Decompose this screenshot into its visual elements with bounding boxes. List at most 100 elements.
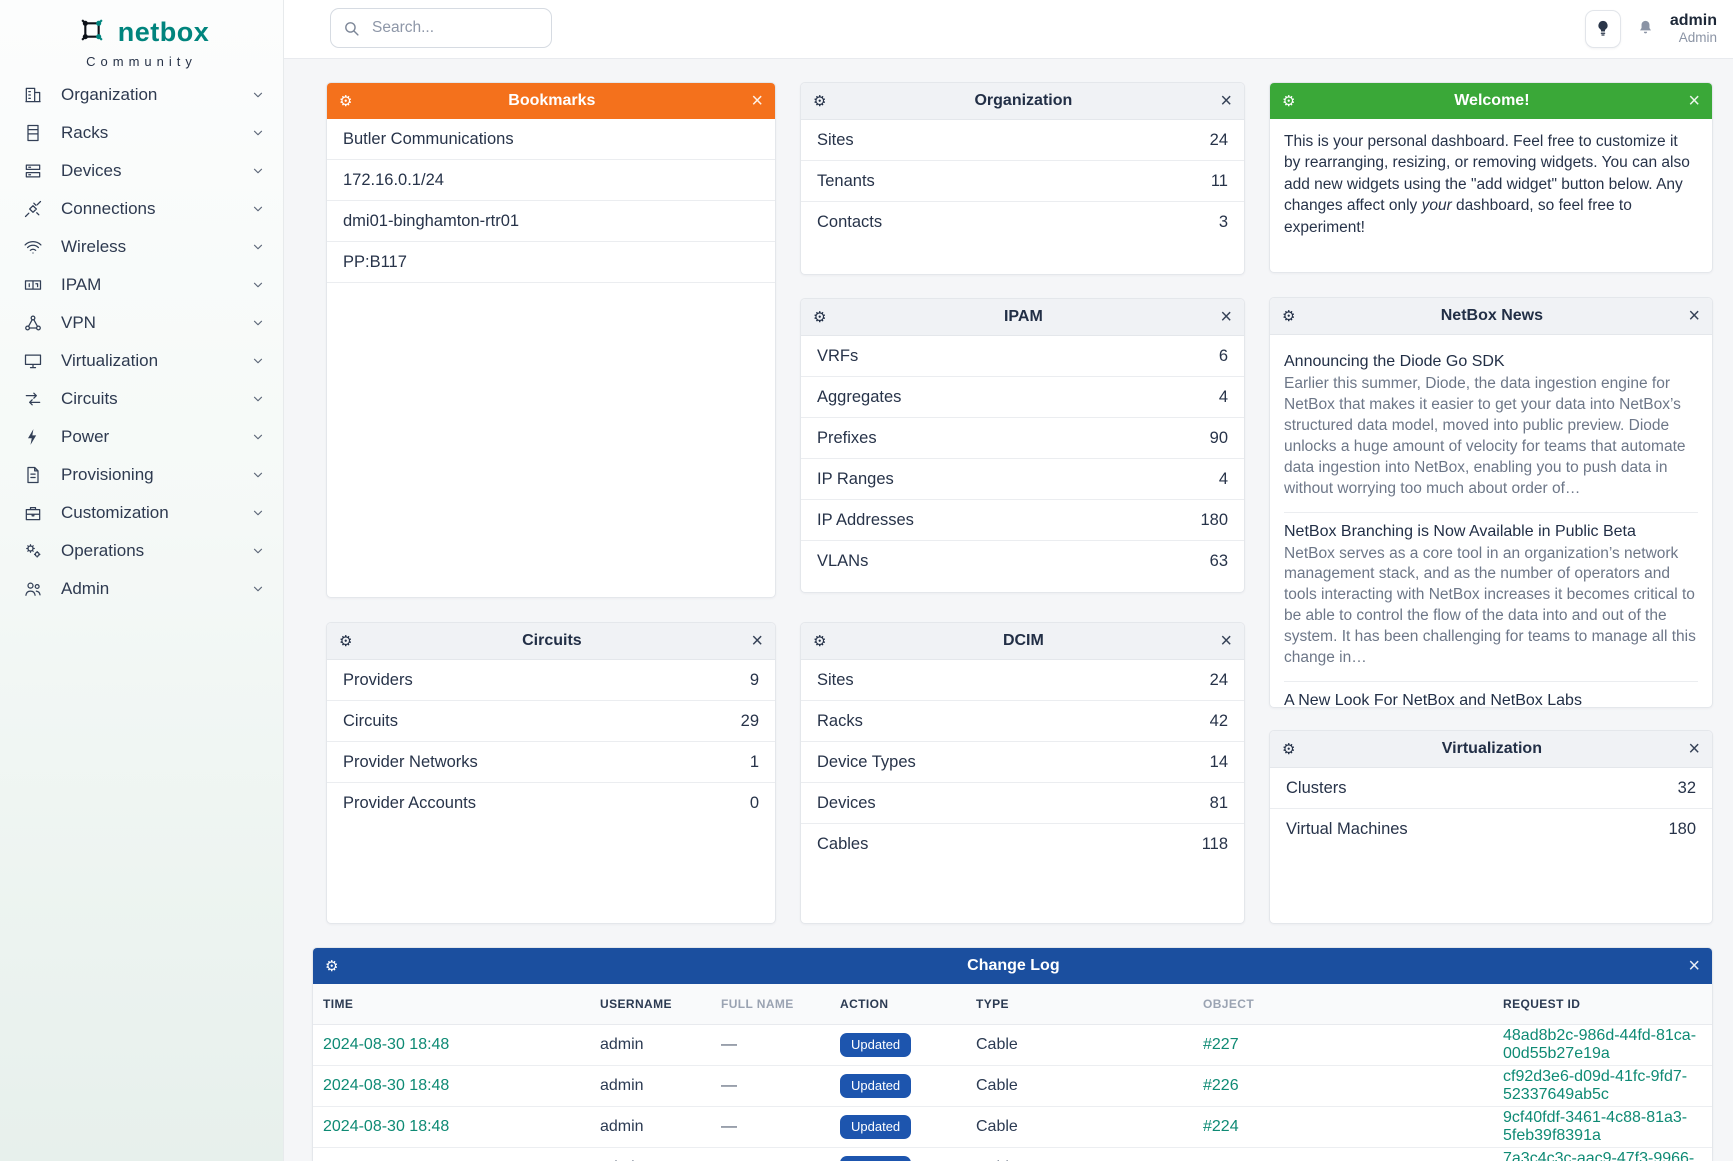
close-icon[interactable]: ×	[1688, 955, 1700, 977]
sidebar-item-organization[interactable]: Organization	[0, 76, 283, 114]
close-icon[interactable]: ×	[1688, 738, 1700, 760]
stat-row[interactable]: Circuits 29	[327, 701, 775, 742]
changelog-request-id-link[interactable]: 48ad8b2c-986d-44fd-81ca-00d55b27e19a	[1503, 1027, 1697, 1062]
sidebar-item-virtualization[interactable]: Virtualization	[0, 342, 283, 380]
stat-row[interactable]: Prefixes 90	[801, 418, 1244, 459]
sidebar-item-racks[interactable]: Racks	[0, 114, 283, 152]
lightbulb-icon	[1594, 18, 1612, 41]
changelog-object-link[interactable]: #226	[1203, 1077, 1239, 1094]
bookmark-link[interactable]: Butler Communications	[327, 119, 775, 160]
close-icon[interactable]: ×	[751, 630, 763, 652]
changelog-object-link[interactable]: #224	[1203, 1159, 1503, 1161]
sidebar-item-connections[interactable]: Connections	[0, 190, 283, 228]
close-icon[interactable]: ×	[1688, 305, 1700, 327]
widget-title: Circuits	[522, 632, 582, 649]
close-icon[interactable]: ×	[751, 90, 763, 112]
stat-row[interactable]: Clusters 32	[1270, 768, 1712, 809]
stat-row[interactable]: Virtual Machines 180	[1286, 819, 1696, 838]
stat-row[interactable]: Racks 42	[801, 701, 1244, 742]
changelog-fullname: —	[721, 1118, 737, 1135]
close-icon[interactable]: ×	[1220, 90, 1232, 112]
stat-row[interactable]: IP Ranges 4	[801, 459, 1244, 500]
close-icon[interactable]: ×	[1220, 630, 1232, 652]
stat-row[interactable]: Sites 24	[801, 120, 1244, 161]
widget-header[interactable]: ⚙ DCIM ×	[801, 623, 1244, 660]
widget-header[interactable]: ⚙ Virtualization ×	[1270, 731, 1712, 768]
sidebar-item-vpn[interactable]: VPN	[0, 304, 283, 342]
widget-config-icon[interactable]: ⚙	[1282, 740, 1296, 758]
brand[interactable]: netbox Community	[0, 0, 283, 69]
theme-toggle-button[interactable]	[1584, 10, 1621, 48]
stat-row[interactable]: Contacts 3	[817, 212, 1228, 231]
close-icon[interactable]: ×	[1688, 90, 1700, 112]
changelog-fullname: —	[721, 1077, 737, 1094]
bookmark-link[interactable]: PP:B117	[327, 242, 775, 283]
widget-config-icon[interactable]: ⚙	[813, 92, 827, 110]
notifications-button[interactable]	[1636, 18, 1655, 41]
sidebar-item-devices[interactable]: Devices	[0, 152, 283, 190]
bookmark-link[interactable]: dmi01-binghamton-rtr01	[327, 201, 775, 242]
stat-row[interactable]: Devices 81	[801, 783, 1244, 824]
stat-row[interactable]: Tenants 11	[801, 161, 1244, 202]
sidebar-item-circuits[interactable]: Circuits	[0, 380, 283, 418]
sidebar-item-operations[interactable]: Operations	[0, 532, 283, 570]
close-icon[interactable]: ×	[1220, 306, 1232, 328]
changelog-request-id-link[interactable]: 9cf40fdf-3461-4c88-81a3-5feb39f8391a	[1503, 1109, 1688, 1144]
changelog-time-link[interactable]: 2024-08-30 18:48	[323, 1036, 450, 1053]
column-header[interactable]: Username	[600, 997, 672, 1011]
column-header[interactable]: Object	[1203, 997, 1255, 1011]
sidebar-item-admin[interactable]: Admin	[0, 570, 283, 608]
widget-header[interactable]: ⚙ Bookmarks ×	[327, 83, 775, 119]
stat-row[interactable]: VLANs 63	[817, 551, 1228, 570]
column-header[interactable]: Time	[323, 997, 354, 1011]
widget-config-icon[interactable]: ⚙	[339, 632, 353, 650]
sidebar-item-customization[interactable]: Customization	[0, 494, 283, 532]
column-header[interactable]: Action	[840, 997, 889, 1011]
column-header[interactable]: Full Name	[721, 997, 794, 1011]
gears-icon	[22, 540, 44, 562]
stat-row[interactable]: Aggregates 4	[801, 377, 1244, 418]
changelog-time-link[interactable]: 2024-08-30 18:48	[323, 1077, 450, 1094]
widget-config-icon[interactable]: ⚙	[1282, 307, 1296, 325]
widget-config-icon[interactable]: ⚙	[325, 957, 339, 975]
changelog-object-link[interactable]: #227	[1203, 1036, 1239, 1053]
news-article-title[interactable]: NetBox Branching is Now Available in Pub…	[1284, 522, 1636, 540]
widget-header[interactable]: ⚙ Change Log ×	[313, 948, 1712, 984]
widget-title: Change Log	[967, 957, 1060, 974]
changelog-object-link[interactable]: #224	[1203, 1118, 1239, 1135]
widget-config-icon[interactable]: ⚙	[813, 308, 827, 326]
stat-row[interactable]: Sites 24	[801, 660, 1244, 701]
column-header[interactable]: Type	[976, 997, 1009, 1011]
sidebar-item-ipam[interactable]: IPAM	[0, 266, 283, 304]
stat-row[interactable]: Providers 9	[327, 660, 775, 701]
widget-header[interactable]: ⚙ Welcome! ×	[1270, 83, 1712, 119]
stat-row[interactable]: Cables 118	[817, 834, 1228, 853]
stat-row[interactable]: Provider Networks 1	[327, 742, 775, 783]
widget-header[interactable]: ⚙ IPAM ×	[801, 299, 1244, 336]
stat-row[interactable]: Provider Accounts 0	[343, 793, 759, 812]
changelog-request-id-link[interactable]: cf92d3e6-d09d-41fc-9fd7-52337649ab5c	[1503, 1068, 1688, 1103]
stat-row[interactable]: VRFs 6	[801, 336, 1244, 377]
stat-row[interactable]: Device Types 14	[801, 742, 1244, 783]
widget-config-icon[interactable]: ⚙	[813, 632, 827, 650]
news-article-title[interactable]: Announcing the Diode Go SDK	[1284, 353, 1505, 370]
bookmark-link[interactable]: 172.16.0.1/24	[327, 160, 775, 201]
widget-config-icon[interactable]: ⚙	[1282, 92, 1296, 110]
changelog-request-id-link[interactable]: 7a3c4c3c-aac9-47f3-9966-f89381c997c3	[1503, 1150, 1695, 1161]
search-box[interactable]	[330, 8, 552, 48]
changelog-time-link[interactable]: 2024-08-30 18:47	[323, 1159, 600, 1161]
widget-config-icon[interactable]: ⚙	[339, 92, 353, 110]
column-header[interactable]: Request ID	[1503, 997, 1581, 1011]
widget-header[interactable]: ⚙ Organization ×	[801, 83, 1244, 120]
search-input[interactable]	[370, 18, 539, 38]
stat-row[interactable]: IP Addresses 180	[801, 500, 1244, 541]
widget-header[interactable]: ⚙ Circuits ×	[327, 623, 775, 660]
widget-header[interactable]: ⚙ NetBox News ×	[1270, 298, 1712, 335]
sidebar-item-power[interactable]: Power	[0, 418, 283, 456]
sidebar-item-provisioning[interactable]: Provisioning	[0, 456, 283, 494]
sidebar-item-wireless[interactable]: Wireless	[0, 228, 283, 266]
user-menu[interactable]: admin Admin	[1670, 12, 1717, 47]
changelog-time-link[interactable]: 2024-08-30 18:48	[323, 1118, 450, 1135]
news-article-title[interactable]: A New Look For NetBox and NetBox Labs	[1284, 692, 1582, 710]
widget-circuits: ⚙ Circuits × Providers 9 Circuits 29 Provi…	[326, 622, 776, 924]
